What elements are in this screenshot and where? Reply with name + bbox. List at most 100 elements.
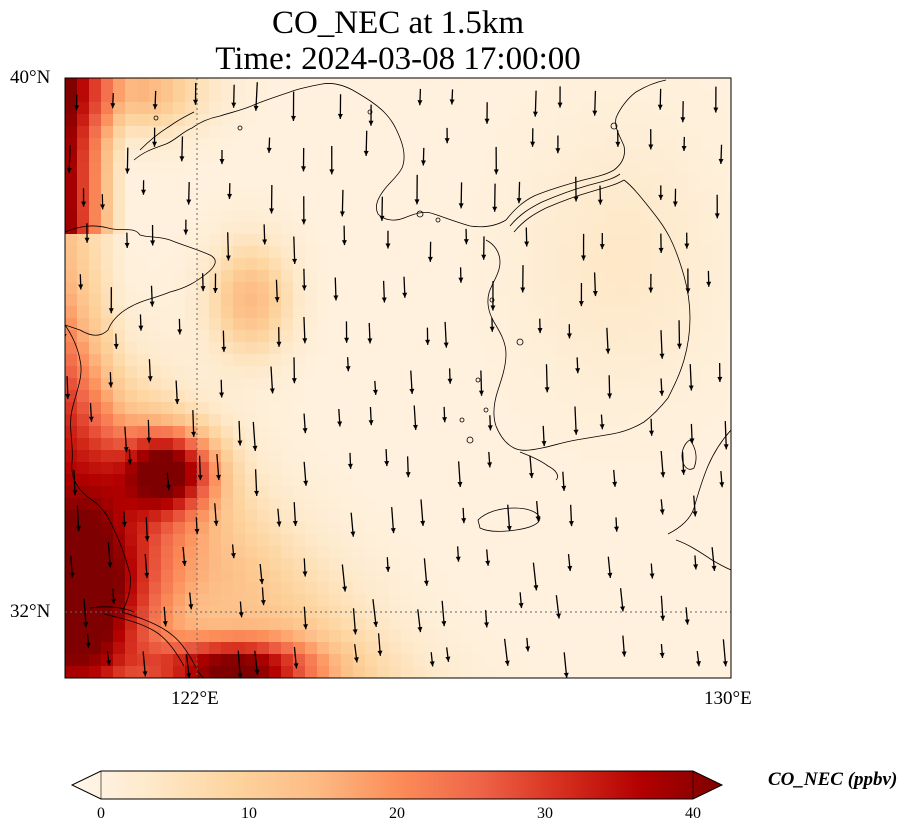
field-cell xyxy=(257,462,270,475)
field-cell xyxy=(101,270,114,283)
field-cell xyxy=(689,150,702,163)
field-cell xyxy=(353,414,366,427)
field-cell xyxy=(665,282,678,295)
field-cell xyxy=(677,402,690,415)
field-cell xyxy=(725,210,731,223)
field-cell xyxy=(245,162,258,175)
field-cell xyxy=(329,462,342,475)
field-cell xyxy=(533,162,546,175)
field-cell xyxy=(689,474,702,487)
field-cell xyxy=(77,570,90,583)
field-cell xyxy=(233,114,246,127)
field-cell xyxy=(473,270,486,283)
field-cell xyxy=(497,222,510,235)
field-cell xyxy=(557,558,570,571)
field-cell xyxy=(221,90,234,103)
field-cell xyxy=(377,234,390,247)
field-cell xyxy=(281,306,294,319)
field-cell xyxy=(473,366,486,379)
field-cell xyxy=(437,510,450,523)
field-cell xyxy=(461,498,474,511)
field-cell xyxy=(173,270,186,283)
field-cell xyxy=(329,210,342,223)
field-cell xyxy=(605,486,618,499)
field-cell xyxy=(437,162,450,175)
field-cell xyxy=(509,474,522,487)
field-cell xyxy=(581,114,594,127)
field-cell xyxy=(521,234,534,247)
field-cell xyxy=(461,546,474,559)
field-cell xyxy=(329,486,342,499)
field-cell xyxy=(185,234,198,247)
field-cell xyxy=(197,150,210,163)
field-cell xyxy=(497,318,510,331)
field-cell xyxy=(521,594,534,607)
field-cell xyxy=(161,546,174,559)
field-cell xyxy=(245,462,258,475)
field-cell xyxy=(197,498,210,511)
field-cell xyxy=(665,594,678,607)
field-cell xyxy=(101,462,114,475)
field-cell xyxy=(713,450,726,463)
field-cell xyxy=(125,522,138,535)
field-cell xyxy=(641,390,654,403)
field-cell xyxy=(497,354,510,367)
field-cell xyxy=(653,306,666,319)
field-cell xyxy=(437,366,450,379)
field-cell xyxy=(197,366,210,379)
field-cell xyxy=(545,366,558,379)
field-cell xyxy=(521,186,534,199)
field-cell xyxy=(89,114,102,127)
field-cell xyxy=(665,318,678,331)
field-cell xyxy=(185,402,198,415)
field-cell xyxy=(593,450,606,463)
field-cell xyxy=(425,438,438,451)
field-cell xyxy=(173,342,186,355)
field-cell xyxy=(677,474,690,487)
field-cell xyxy=(629,594,642,607)
field-cell xyxy=(389,222,402,235)
field-cell xyxy=(557,114,570,127)
field-cell xyxy=(317,234,330,247)
field-cell xyxy=(149,522,162,535)
field-cell xyxy=(401,534,414,547)
field-cell xyxy=(593,318,606,331)
field-cell xyxy=(365,150,378,163)
field-cell xyxy=(257,78,270,91)
field-cell xyxy=(329,246,342,259)
field-cell xyxy=(557,438,570,451)
field-cell xyxy=(293,90,306,103)
field-cell xyxy=(485,354,498,367)
field-cell xyxy=(629,378,642,391)
field-cell xyxy=(149,534,162,547)
field-cell xyxy=(521,162,534,175)
field-cell xyxy=(365,426,378,439)
field-cell xyxy=(641,162,654,175)
field-cell xyxy=(701,366,714,379)
field-cell xyxy=(293,294,306,307)
field-cell xyxy=(629,246,642,259)
field-cell xyxy=(425,534,438,547)
field-cell xyxy=(305,474,318,487)
field-cell xyxy=(173,294,186,307)
field-cell xyxy=(533,486,546,499)
field-cell xyxy=(413,474,426,487)
field-cell xyxy=(221,138,234,151)
field-cell xyxy=(293,210,306,223)
field-cell xyxy=(545,270,558,283)
field-cell xyxy=(617,390,630,403)
field-cell xyxy=(653,378,666,391)
field-cell xyxy=(629,402,642,415)
field-cell xyxy=(173,246,186,259)
field-cell xyxy=(101,342,114,355)
field-cell xyxy=(593,390,606,403)
field-cell xyxy=(509,138,522,151)
field-cell xyxy=(653,414,666,427)
field-cell xyxy=(641,570,654,583)
field-cell xyxy=(533,474,546,487)
field-cell xyxy=(209,234,222,247)
field-cell xyxy=(557,366,570,379)
field-cell xyxy=(533,126,546,139)
field-cell xyxy=(581,222,594,235)
field-cell xyxy=(581,534,594,547)
